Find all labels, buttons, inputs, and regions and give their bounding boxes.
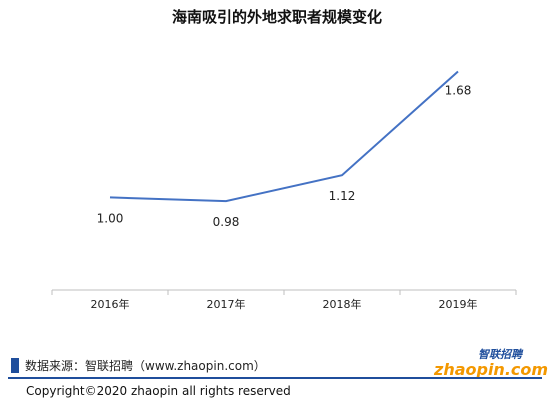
- data-label: 0.98: [213, 215, 240, 229]
- x-tick-label: 2017年: [207, 297, 246, 311]
- data-labels: 1.00 0.98 1.12 1.68: [97, 83, 472, 229]
- source-note: 数据来源：智联招聘（www.zhaopin.com）: [25, 359, 266, 373]
- x-tick-label: 2019年: [439, 297, 478, 311]
- data-label: 1.68: [445, 83, 472, 97]
- data-label: 1.00: [97, 211, 124, 225]
- x-tick-label: 2018年: [323, 297, 362, 311]
- series-line: [109, 70, 459, 203]
- zhaopin-logo: 智联招聘 zhaopin.com: [432, 347, 550, 379]
- footer-divider: [8, 377, 542, 379]
- data-label: 1.12: [329, 189, 356, 203]
- svg-text:zhaopin.com: zhaopin.com: [433, 360, 548, 377]
- chart-title: 海南吸引的外地求职者规模变化: [172, 8, 382, 26]
- source-marker: [11, 358, 19, 373]
- x-axis-labels: 2016年 2017年 2018年 2019年: [91, 297, 478, 311]
- copyright-text: Copyright©2020 zhaopin all rights reserv…: [26, 384, 291, 398]
- svg-text:智联招聘: 智联招聘: [478, 348, 524, 361]
- x-axis-ticks: [51, 290, 517, 295]
- x-tick-label: 2016年: [91, 297, 130, 311]
